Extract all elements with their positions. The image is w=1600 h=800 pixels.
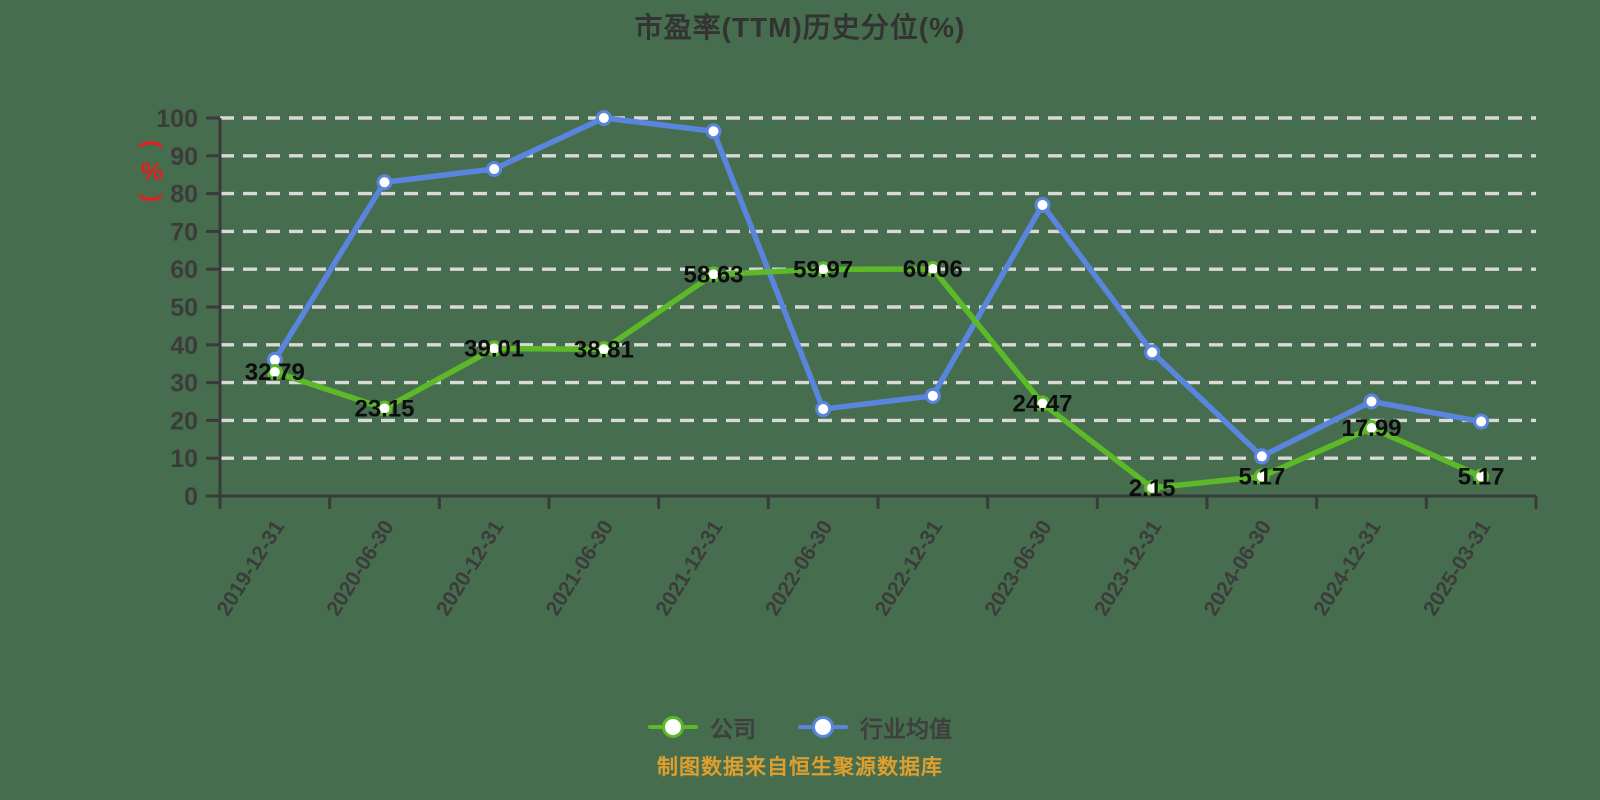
x-tick-label: 2022-06-30 [761, 516, 837, 619]
industry-series-marker-icon [798, 716, 848, 738]
x-tick-label: 2024-06-30 [1200, 516, 1276, 619]
legend-label-company: 公司 [710, 716, 756, 742]
y-tick-label: 60 [170, 256, 198, 284]
industry-data-point[interactable] [1144, 344, 1161, 361]
company-value-label: 59.97 [793, 256, 853, 283]
y-tick-label: 100 [156, 105, 198, 133]
y-tick-label: 20 [170, 407, 198, 435]
legend-item-company[interactable]: 公司 [648, 710, 756, 744]
y-axis-labels: 0 10 20 30 40 50 60 70 80 90 100 [156, 105, 220, 511]
x-tick-label: 2020-12-31 [432, 516, 509, 620]
y-tick-label: 10 [170, 445, 198, 473]
source-note: 制图数据来自恒生聚源数据库 [657, 756, 943, 779]
company-data-point[interactable] [1253, 468, 1270, 485]
chart-title: 市盈率(TTM)历史分位(%) [634, 12, 966, 43]
industry-data-point[interactable] [1253, 448, 1270, 465]
company-line[interactable] [272, 266, 1484, 491]
series-company[interactable] [266, 260, 1490, 496]
industry-data-point[interactable] [924, 387, 941, 404]
company-data-point[interactable] [815, 261, 832, 278]
industry-data-point[interactable] [705, 123, 722, 140]
company-data-point[interactable] [266, 364, 283, 381]
x-tick-label: 2023-06-30 [980, 516, 1056, 619]
company-value-label: 60.06 [903, 256, 963, 283]
company-value-label: 24.47 [1012, 391, 1072, 418]
y-tick-label: 70 [170, 218, 198, 246]
series-industry[interactable] [266, 110, 1490, 465]
company-value-label: 5.17 [1238, 463, 1285, 490]
company-data-point[interactable] [1144, 479, 1161, 496]
legend-label-industry: 行业均值 [860, 716, 952, 742]
industry-data-point[interactable] [486, 161, 503, 178]
industry-data-point[interactable] [1034, 196, 1051, 213]
y-axis-name-char: % [141, 158, 163, 186]
legend: 公司 行业均值 [0, 710, 1600, 744]
x-tick-label: 2021-06-30 [542, 516, 618, 619]
legend-item-industry[interactable]: 行业均值 [798, 710, 952, 744]
company-data-point[interactable] [705, 266, 722, 283]
y-tick-label: 50 [170, 294, 198, 322]
company-data-point[interactable] [1363, 419, 1380, 436]
company-data-point[interactable] [1034, 395, 1051, 412]
x-tick-label: 2025-03-31 [1419, 516, 1496, 620]
industry-data-point[interactable] [1363, 393, 1380, 410]
company-value-label: 2.15 [1129, 475, 1176, 502]
x-tick-label: 2021-12-31 [651, 516, 728, 620]
y-axis-name: (%) [138, 140, 166, 202]
company-value-label: 58.63 [683, 261, 743, 288]
x-tick-label: 2020-06-30 [322, 516, 398, 619]
company-value-label: 38.81 [574, 336, 634, 363]
company-value-label: 39.01 [464, 336, 524, 363]
y-tick-label: 80 [170, 181, 198, 209]
company-value-label: 23.15 [354, 395, 414, 422]
x-tick-label: 2023-12-31 [1090, 516, 1167, 620]
company-data-point[interactable] [1473, 468, 1490, 485]
company-data-point[interactable] [376, 400, 393, 417]
value-labels: 32.79 23.15 39.01 38.81 58.63 59.97 60.06 24.47… [245, 256, 1505, 502]
x-tick-label: 2019-12-31 [213, 516, 290, 620]
company-value-label: 5.17 [1458, 463, 1505, 490]
x-tick-label: 2024-12-31 [1309, 516, 1386, 620]
y-tick-label: 90 [170, 143, 198, 171]
company-data-point[interactable] [486, 340, 503, 357]
y-axis-name-char: ) [138, 194, 166, 202]
industry-data-point[interactable] [376, 174, 393, 191]
y-tick-label: 0 [184, 483, 198, 511]
company-series-marker-icon [648, 716, 698, 738]
y-tick-label: 40 [170, 332, 198, 360]
grid-lines [220, 116, 1536, 460]
x-axis-ticks [218, 496, 1538, 509]
industry-line[interactable] [272, 115, 1484, 460]
industry-data-point[interactable] [595, 110, 612, 126]
company-value-label: 32.79 [245, 359, 305, 386]
y-axis-name-char: ( [138, 140, 166, 149]
industry-data-point[interactable] [1473, 413, 1490, 430]
company-data-point[interactable] [595, 341, 612, 358]
company-data-point[interactable] [924, 260, 941, 277]
y-tick-label: 30 [170, 370, 198, 398]
x-tick-label: 2022-12-31 [871, 516, 948, 620]
x-axis-labels: 2019-12-31 2020-06-30 2020-12-31 2021-06-30… [213, 516, 1496, 620]
company-value-label: 17.99 [1341, 415, 1401, 442]
industry-data-point[interactable] [815, 401, 832, 418]
